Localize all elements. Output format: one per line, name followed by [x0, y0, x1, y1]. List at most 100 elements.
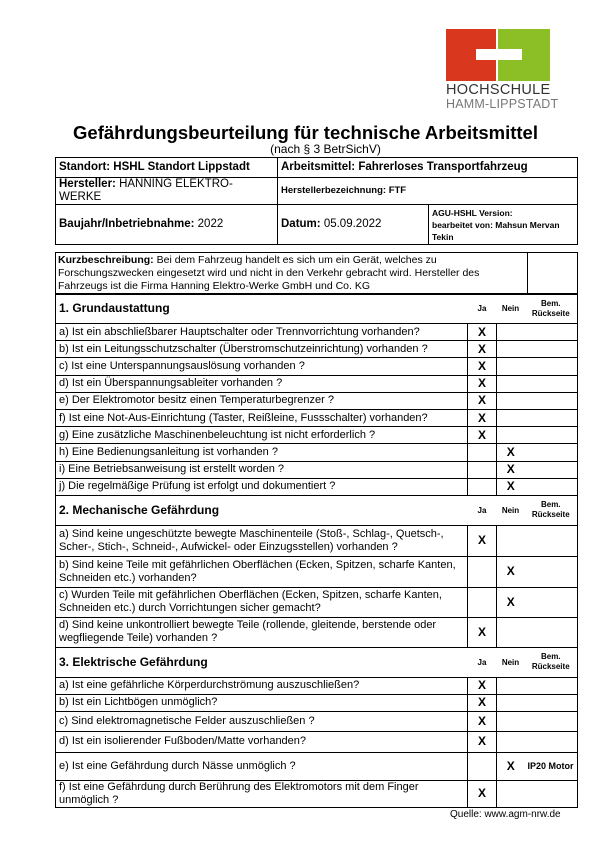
checklist-row: b) Ist ein Leitungsschutzschalter (Übers…	[55, 340, 578, 359]
nein-cell	[496, 524, 525, 557]
ja-cell: X	[467, 408, 497, 428]
question: a) Ist eine gefährliche Körperdurchström…	[55, 676, 468, 695]
checklist-row: e) Der Elektromotor besitz einen Tempera…	[55, 391, 578, 410]
checklist-row: c) Wurden Teile mit gefährlichen Oberflä…	[55, 586, 578, 618]
col-bem: Bem. Rückseite	[524, 646, 578, 678]
header-table: Standort: HSHL Standort Lippstadt Arbeit…	[55, 157, 579, 245]
ja-cell: X	[467, 616, 497, 648]
col-bem: Bem. Rückseite	[524, 494, 578, 526]
checklist-row: f) Ist eine Not-Aus-Einrichtung (Taster,…	[55, 408, 578, 428]
section-title: 2. Mechanische Gefährdung	[55, 494, 468, 526]
bem-cell	[524, 374, 578, 393]
checklist-row: b) Ist ein Lichtbögen unmöglich? X	[55, 693, 578, 712]
bem-cell	[524, 443, 578, 462]
ja-cell: X	[467, 693, 497, 712]
checklist-row: d) Ist ein isolierender Fußboden/Matte v…	[55, 730, 578, 753]
kurzbeschreibung: Kurzbeschreibung: Bei dem Fahrzeug hande…	[55, 252, 528, 295]
question: d) Sind keine unkontrolliert bewegte Tei…	[55, 616, 468, 648]
nein-cell	[496, 426, 525, 445]
bem-cell	[524, 391, 578, 410]
bem-cell	[524, 676, 578, 695]
nein-cell	[496, 374, 525, 393]
question: d) Ist ein isolierender Fußboden/Matte v…	[55, 730, 468, 753]
arbeitsmittel: Arbeitsmittel: Fahrerloses Transportfahr…	[276, 157, 579, 178]
col-ja: Ja	[467, 646, 497, 678]
question: c) Sind elektromagnetische Felder auszus…	[55, 710, 468, 732]
bem-cell	[524, 730, 578, 753]
checklist-row: a) Sind keine ungeschützte bewegte Masch…	[55, 524, 578, 557]
section-header: 1. Grundaustattung Ja Nein Bem. Rückseite	[55, 293, 578, 324]
question: j) Die regelmäßige Prüfung ist erfolgt u…	[55, 477, 468, 496]
question: e) Der Elektromotor besitz einen Tempera…	[55, 391, 468, 410]
ja-cell	[467, 477, 497, 496]
bem-cell	[524, 408, 578, 428]
checklist-row: d) Ist ein Überspannungsableiter vorhand…	[55, 374, 578, 393]
bem-cell	[524, 586, 578, 618]
question: b) Sind keine Teile mit gefährlichen Obe…	[55, 555, 468, 588]
version-info: AGU-HSHL Version: bearbeitet von: Mahsun …	[427, 204, 579, 245]
datum: Datum: 05.09.2022	[277, 204, 429, 245]
checklist-row: a) Ist ein abschließbarer Hauptschalter …	[55, 322, 578, 342]
col-nein: Nein	[496, 293, 525, 324]
question: e) Ist eine Gefährdung durch Nässe unmög…	[55, 751, 468, 781]
col-nein: Nein	[496, 494, 525, 526]
checklist-row: e) Ist eine Gefährdung durch Nässe unmög…	[55, 751, 578, 781]
question: f) Ist eine Gefährdung durch Berührung d…	[55, 779, 468, 808]
kurzbeschreibung-table: Kurzbeschreibung: Bei dem Fahrzeug hande…	[55, 252, 578, 295]
question: d) Ist ein Überspannungsableiter vorhand…	[55, 374, 468, 393]
nein-cell	[496, 693, 525, 712]
ja-cell: X	[467, 340, 497, 359]
nein-cell: X	[496, 460, 525, 479]
ja-cell: X	[467, 391, 497, 410]
hshl-logo	[446, 29, 550, 81]
bem-cell	[524, 524, 578, 557]
bem-cell	[524, 426, 578, 445]
nein-cell: X	[496, 443, 525, 462]
question: h) Eine Bedienungsanleitung ist vorhande…	[55, 443, 468, 462]
ja-cell	[467, 443, 497, 462]
nein-cell: X	[496, 555, 525, 588]
source-note: Quelle: www.agm-nrw.de	[450, 809, 561, 820]
ja-cell: X	[467, 374, 497, 393]
bem-cell	[524, 555, 578, 588]
section-header: 2. Mechanische Gefährdung Ja Nein Bem. Rü…	[55, 494, 578, 526]
bem-cell	[524, 477, 578, 496]
nein-cell	[496, 676, 525, 695]
section-header: 3. Elektrische Gefährdung Ja Nein Bem. Rü…	[55, 646, 578, 678]
ja-cell: X	[467, 779, 497, 808]
ja-cell: X	[467, 426, 497, 445]
nein-cell	[496, 357, 525, 376]
bem-cell	[524, 322, 578, 342]
col-bem: Bem. Rückseite	[524, 293, 578, 324]
bem-cell	[524, 710, 578, 732]
bem-cell	[524, 779, 578, 808]
ja-cell: X	[467, 710, 497, 732]
nein-cell	[496, 730, 525, 753]
question: i) Eine Betriebsanweisung ist erstellt w…	[55, 460, 468, 479]
nein-cell: X	[496, 477, 525, 496]
bem-cell	[524, 460, 578, 479]
question: g) Eine zusätzliche Maschinenbeleuchtung…	[55, 426, 468, 445]
logo-text-line2: HAMM-LIPPSTADT	[446, 97, 559, 111]
col-nein: Nein	[496, 646, 525, 678]
nein-cell	[496, 710, 525, 732]
nein-cell	[496, 322, 525, 342]
question: c) Ist eine Unterspannungsauslösung vorh…	[55, 357, 468, 376]
baujahr: Baujahr/Inbetriebnahme: 2022	[55, 204, 278, 245]
question: a) Ist ein abschließbarer Hauptschalter …	[55, 322, 468, 342]
ja-cell: X	[467, 322, 497, 342]
question: a) Sind keine ungeschützte bewegte Masch…	[55, 524, 468, 557]
checklist-row: h) Eine Bedienungsanleitung ist vorhande…	[55, 443, 578, 462]
checklist-row: f) Ist eine Gefährdung durch Berührung d…	[55, 779, 578, 808]
ja-cell: X	[467, 357, 497, 376]
checklist-row: a) Ist eine gefährliche Körperdurchström…	[55, 676, 578, 695]
nein-cell: X	[496, 751, 525, 781]
question: b) Ist ein Leitungsschutzschalter (Übers…	[55, 340, 468, 359]
checklist-row: j) Die regelmäßige Prüfung ist erfolgt u…	[55, 477, 578, 496]
ja-cell	[467, 586, 497, 618]
nein-cell	[496, 779, 525, 808]
bem-cell	[524, 357, 578, 376]
checklist-row: g) Eine zusätzliche Maschinenbeleuchtung…	[55, 426, 578, 445]
checklist-table: 1. Grundaustattung Ja Nein Bem. Rückseite…	[55, 293, 578, 808]
